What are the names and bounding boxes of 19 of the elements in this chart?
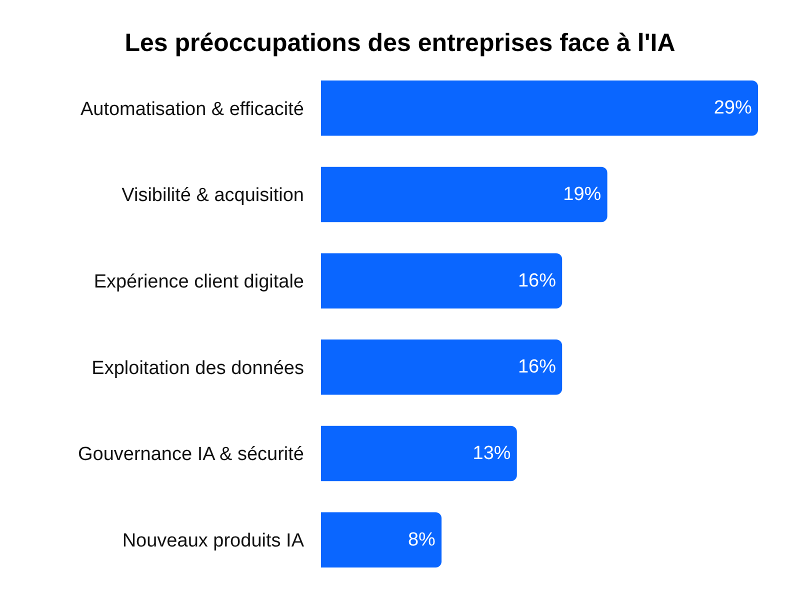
bar: [321, 253, 562, 308]
data-label: 16%: [518, 270, 556, 292]
data-label: 19%: [563, 184, 602, 205]
y-tick-label: Visibilité & acquisition: [122, 185, 304, 206]
bar: [321, 166, 608, 222]
bar: [321, 80, 758, 136]
y-tick-label: Nouveaux produits IA: [122, 530, 304, 552]
y-tick-label: Expérience client digitale: [94, 271, 304, 292]
y-tick-label: Gouvernance IA & sécurité: [78, 444, 304, 466]
bar: [321, 426, 517, 482]
data-label: 8%: [408, 529, 436, 550]
data-label: 29%: [714, 98, 752, 119]
data-label: 16%: [518, 356, 556, 378]
bar: [321, 512, 442, 568]
y-tick-label: Exploitation des données: [92, 358, 304, 379]
y-tick-label: Automatisation & efficacité: [80, 98, 304, 120]
data-label: 13%: [472, 443, 511, 464]
chart-title: Les préoccupations des entreprises face à l'IA: [124, 28, 676, 57]
bar: [321, 340, 562, 395]
